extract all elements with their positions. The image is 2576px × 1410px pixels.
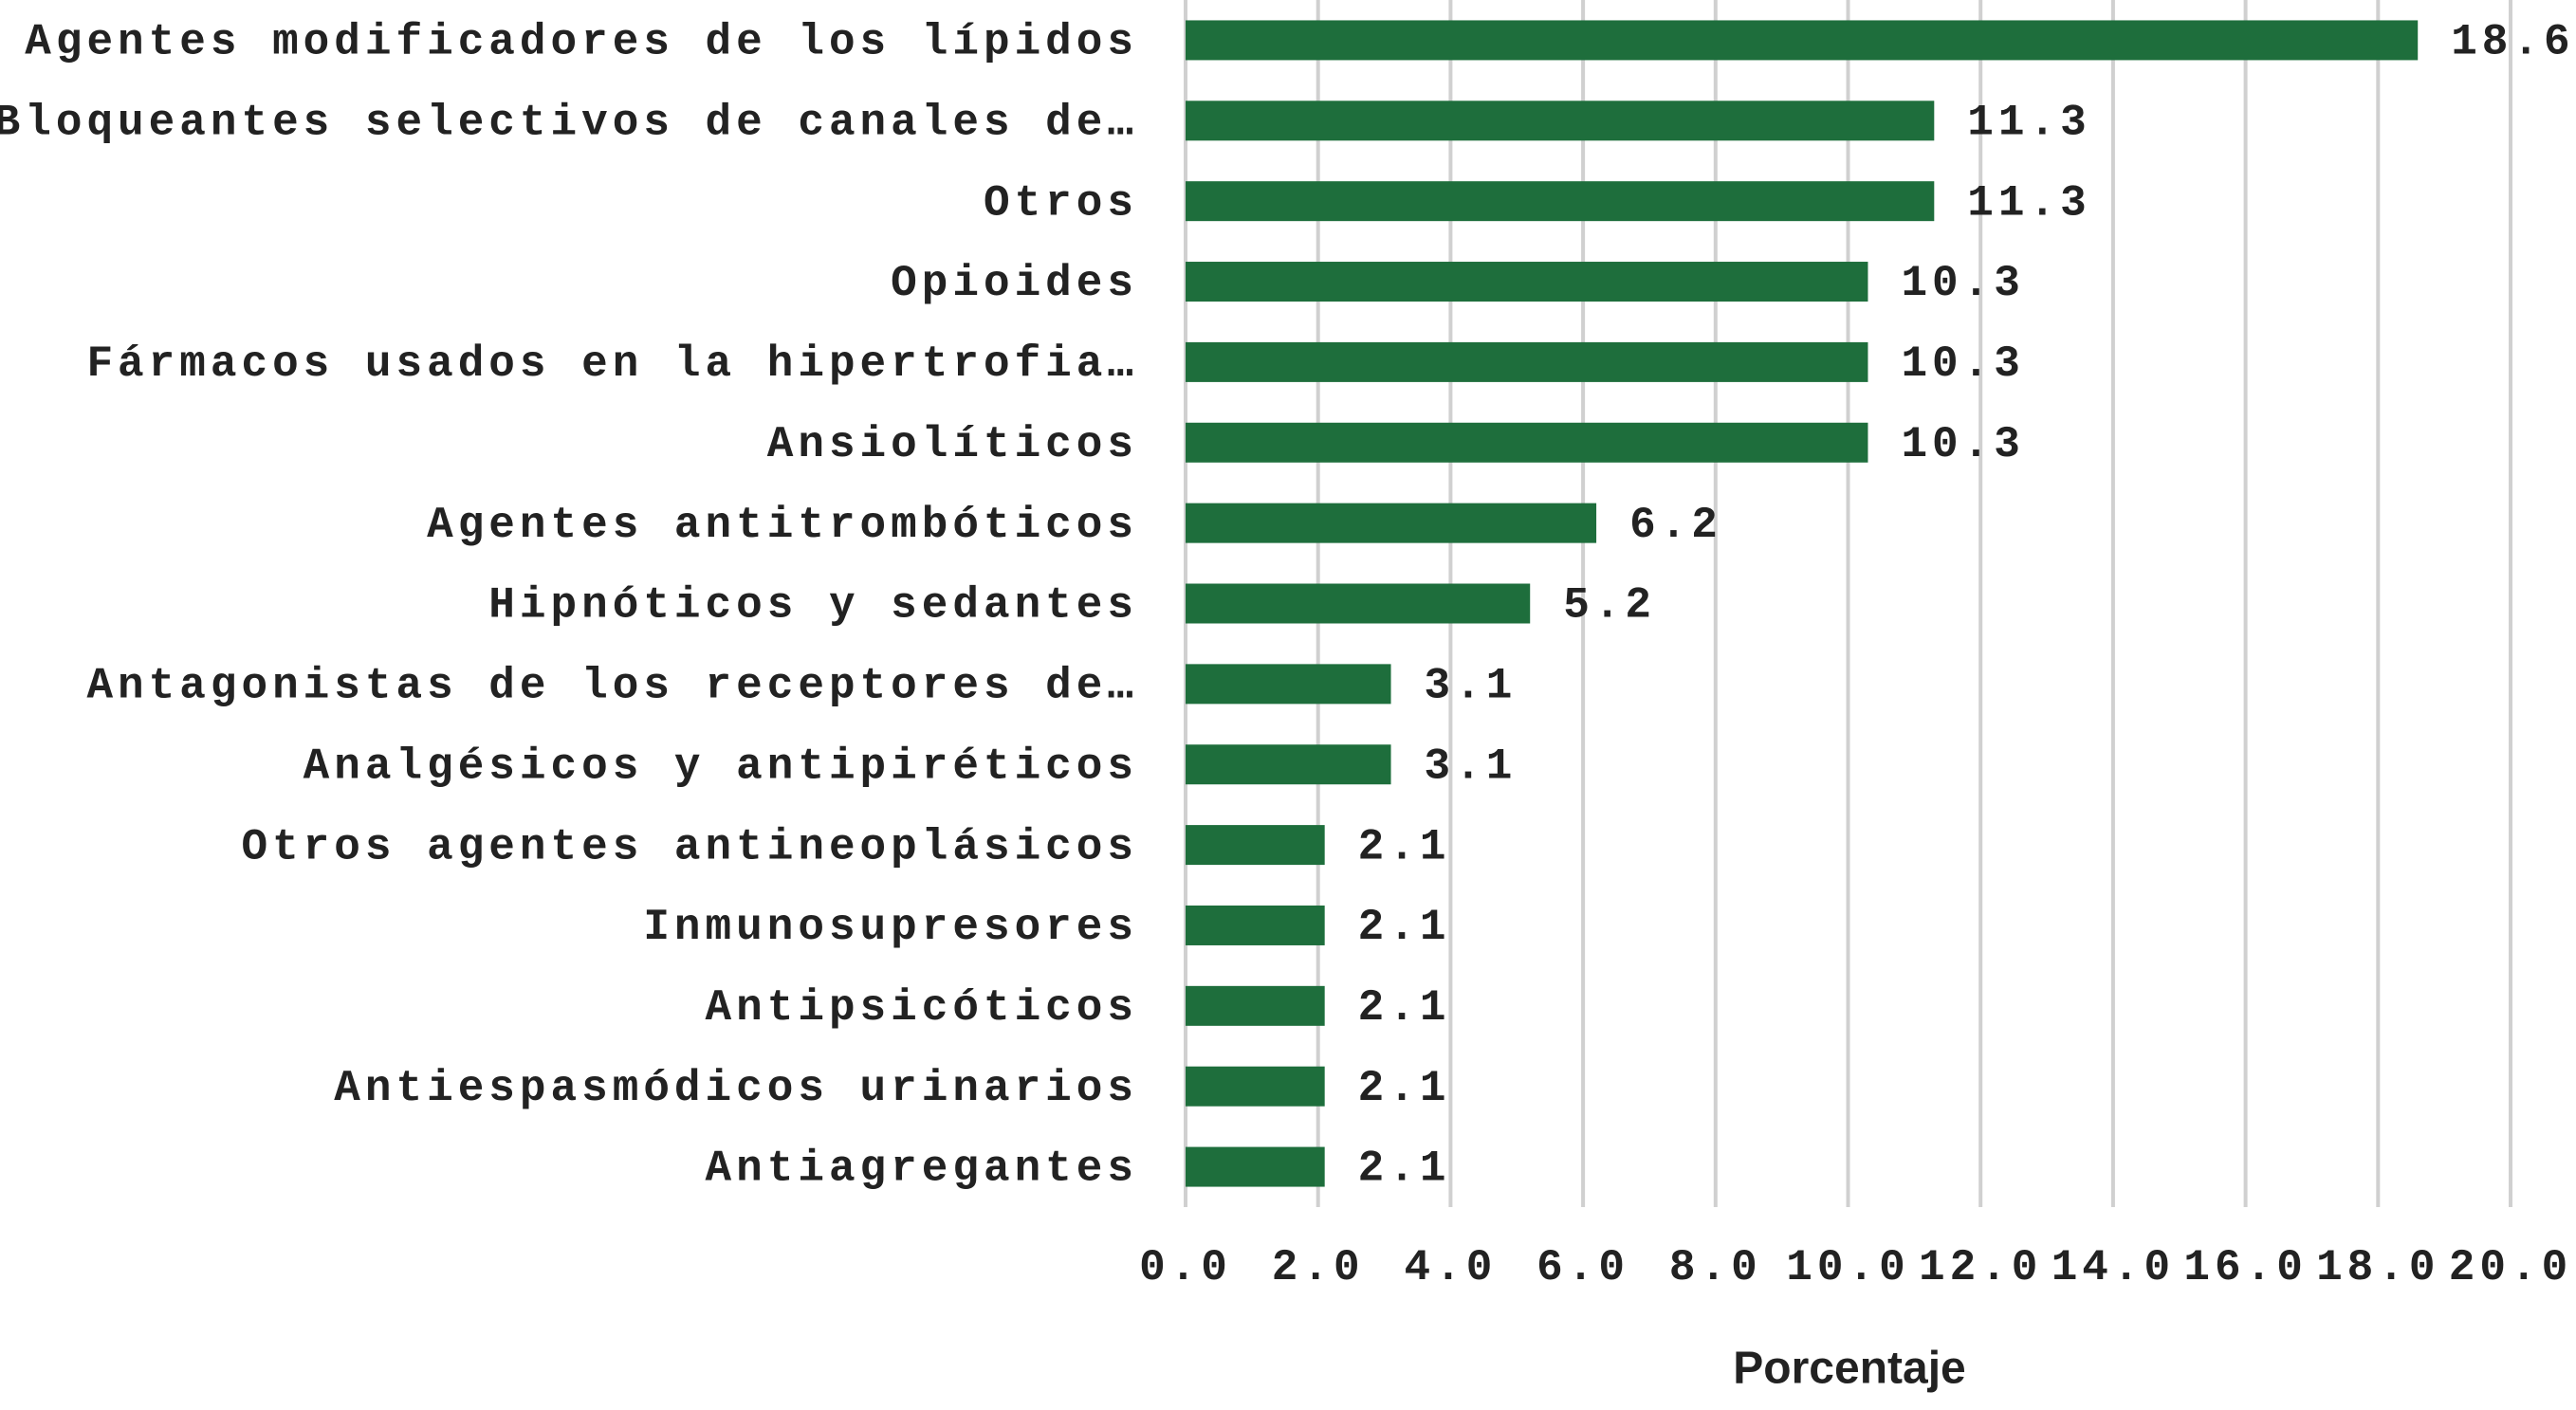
value-label: 5.2 <box>1563 581 1656 631</box>
bar <box>1186 664 1391 705</box>
value-label: 10.3 <box>1901 259 2024 308</box>
y-tick-label: Bloqueantes selectivos de canales de… <box>0 98 1138 147</box>
y-tick-label: Otros <box>984 178 1138 228</box>
y-tick-label: Antiagregantes <box>706 1144 1138 1194</box>
bar <box>1186 341 1868 382</box>
bar <box>1186 744 1391 785</box>
y-tick-label: Agentes modificadores de los lípidos <box>25 18 1138 67</box>
value-label: 10.3 <box>1901 339 2024 389</box>
y-tick-label: Ansiolíticos <box>767 420 1138 469</box>
y-tick-label: Agentes antitrombóticos <box>427 501 1138 550</box>
x-tick-label: 16.0 <box>2183 1243 2307 1292</box>
bar <box>1186 1066 1325 1107</box>
value-label: 3.1 <box>1425 742 1518 791</box>
bar <box>1186 583 1531 624</box>
x-tick-label: 20.0 <box>2449 1243 2572 1292</box>
y-tick-label: Hipnóticos y sedantes <box>488 581 1138 631</box>
value-label: 2.1 <box>1358 822 1451 871</box>
bar <box>1186 825 1325 866</box>
value-label: 6.2 <box>1629 501 1722 550</box>
bar <box>1186 503 1597 543</box>
value-label: 11.3 <box>1967 178 2090 228</box>
value-label: 2.1 <box>1358 1144 1451 1194</box>
value-label: 2.1 <box>1358 903 1451 952</box>
bar <box>1186 181 1935 222</box>
x-tick-label: 12.0 <box>1919 1243 2042 1292</box>
x-axis-title: Porcentaje <box>1733 1344 1965 1394</box>
value-label: 2.1 <box>1358 1064 1451 1113</box>
x-tick-label: 6.0 <box>1536 1243 1629 1292</box>
y-tick-label: Antiespasmódicos urinarios <box>334 1064 1138 1113</box>
x-tick-label: 18.0 <box>2316 1243 2439 1292</box>
value-label: 2.1 <box>1358 983 1451 1033</box>
x-tick-label: 2.0 <box>1272 1243 1365 1292</box>
y-tick-label: Antagonistas de los receptores de… <box>86 662 1138 711</box>
bar <box>1186 905 1325 945</box>
value-label: 3.1 <box>1425 662 1518 711</box>
x-tick-label: 14.0 <box>2052 1243 2175 1292</box>
y-tick-label: Otros agentes antineoplásicos <box>241 822 1138 871</box>
bar <box>1186 262 1868 302</box>
y-tick-label: Inmunosupresores <box>643 903 1138 952</box>
bar <box>1186 20 2419 61</box>
y-tick-label: Opioides <box>891 259 1138 308</box>
x-tick-label: 10.0 <box>1786 1243 1909 1292</box>
x-tick-label: 8.0 <box>1669 1243 1762 1292</box>
value-label: 10.3 <box>1901 420 2024 469</box>
y-tick-label: Analgésicos y antipiréticos <box>304 742 1138 791</box>
bar <box>1186 101 1935 141</box>
value-label: 11.3 <box>1967 98 2090 147</box>
bar <box>1186 1146 1325 1187</box>
value-label: 18.6 <box>2451 18 2574 67</box>
bar <box>1186 985 1325 1026</box>
x-tick-label: 0.0 <box>1139 1243 1232 1292</box>
bar <box>1186 422 1868 463</box>
x-tick-label: 4.0 <box>1404 1243 1497 1292</box>
y-tick-label: Fármacos usados en la hipertrofia… <box>86 339 1138 389</box>
y-tick-label: Antipsicóticos <box>706 983 1138 1033</box>
